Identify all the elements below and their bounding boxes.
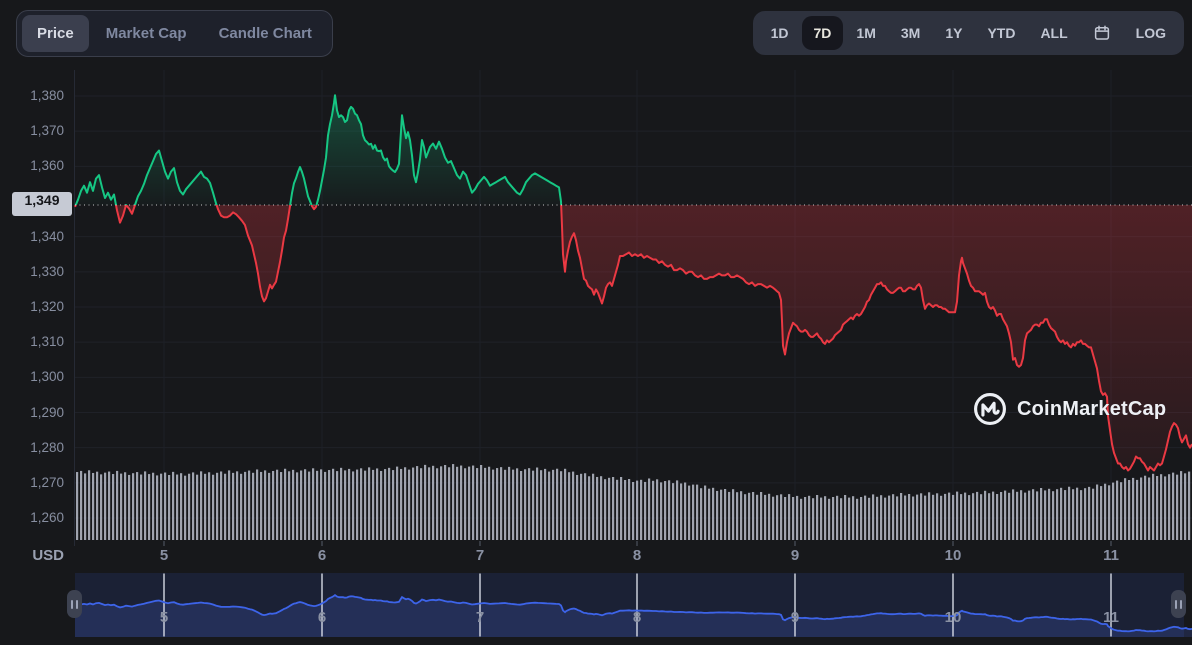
y-tick-label: 1,320	[30, 299, 64, 314]
chart-type-tab-candle-chart[interactable]: Candle Chart	[204, 15, 327, 52]
watermark-text: CoinMarketCap	[1017, 397, 1167, 420]
navigator-gridlines	[163, 573, 1112, 637]
navigator-canvas[interactable]	[74, 573, 1192, 637]
navigator-tick-label: 6	[317, 609, 327, 626]
x-tick-label: 5	[159, 547, 169, 564]
navigator-right-handle[interactable]	[1171, 590, 1186, 618]
navigator-tick-label: 5	[159, 609, 169, 626]
navigator-left-handle[interactable]	[67, 590, 82, 618]
navigator-tick-label: 7	[475, 609, 485, 626]
x-tick-label: 10	[944, 547, 962, 564]
y-tick-label: 1,290	[30, 404, 64, 420]
y-tick-label: 1,280	[30, 439, 64, 455]
x-axis-ticks	[163, 541, 1112, 546]
navigator-line	[74, 593, 1192, 633]
range-tabs: 1D 7D 1M 3M 1Y YTD ALL LOG	[752, 11, 1184, 55]
x-tick-label: 11	[1103, 547, 1119, 564]
volume-bars	[76, 464, 1191, 540]
up-area-fill	[75, 95, 1192, 205]
chart-type-tab-market-cap[interactable]: Market Cap	[91, 15, 202, 52]
x-tick-label: 6	[317, 547, 327, 564]
y-tick-label: 1,310	[30, 334, 64, 350]
y-tick-label: 1,380	[30, 88, 64, 103]
y-tick-label: 1,270	[30, 474, 64, 490]
x-tick-label: 9	[790, 547, 800, 564]
price-line-up	[74, 94, 563, 205]
y-tick-label: 1,370	[30, 123, 64, 139]
navigator-area-fill	[75, 595, 1192, 637]
x-tick-label: 8	[632, 547, 642, 564]
x-tick-label: 7	[475, 547, 485, 564]
calendar-icon-button[interactable]	[1081, 15, 1123, 51]
y-tick-label: 1,300	[30, 369, 64, 385]
range-tab-1d[interactable]: 1D	[759, 16, 801, 50]
y-tick-label: 1,360	[30, 158, 64, 174]
range-tab-7d[interactable]: 7D	[801, 16, 844, 50]
range-tab-ytd[interactable]: YTD	[975, 16, 1027, 50]
navigator-tick-label: 11	[1103, 609, 1119, 626]
range-tab-log[interactable]: LOG	[1124, 16, 1178, 50]
coinmarketcap-logo-icon	[974, 393, 1006, 425]
calendar-icon	[1094, 25, 1109, 40]
vertical-gridlines	[163, 70, 1112, 540]
price-line-down	[74, 205, 1192, 472]
navigator-background[interactable]	[75, 573, 1184, 637]
navigator-tick-label: 8	[632, 609, 642, 626]
watermark: CoinMarketCap	[972, 391, 1166, 427]
range-tab-3m[interactable]: 3M	[889, 16, 932, 50]
y-tick-label: 1,340	[30, 228, 64, 244]
down-area-fill	[75, 205, 1192, 471]
chart-type-tabs: Price Market Cap Candle Chart	[16, 10, 333, 57]
navigator-tick-label: 10	[944, 609, 962, 626]
range-tab-all[interactable]: ALL	[1028, 16, 1079, 50]
navigator-tick-label: 9	[790, 609, 800, 626]
current-price-tag: 1,349	[12, 192, 72, 216]
unit-label: USD	[32, 547, 64, 564]
chart-type-tab-price[interactable]: Price	[22, 15, 89, 52]
y-tick-label: 1,260	[30, 510, 64, 525]
range-tab-1y[interactable]: 1Y	[933, 16, 974, 50]
y-tick-label: 1,330	[30, 263, 64, 279]
range-tab-1m[interactable]: 1M	[844, 16, 887, 50]
